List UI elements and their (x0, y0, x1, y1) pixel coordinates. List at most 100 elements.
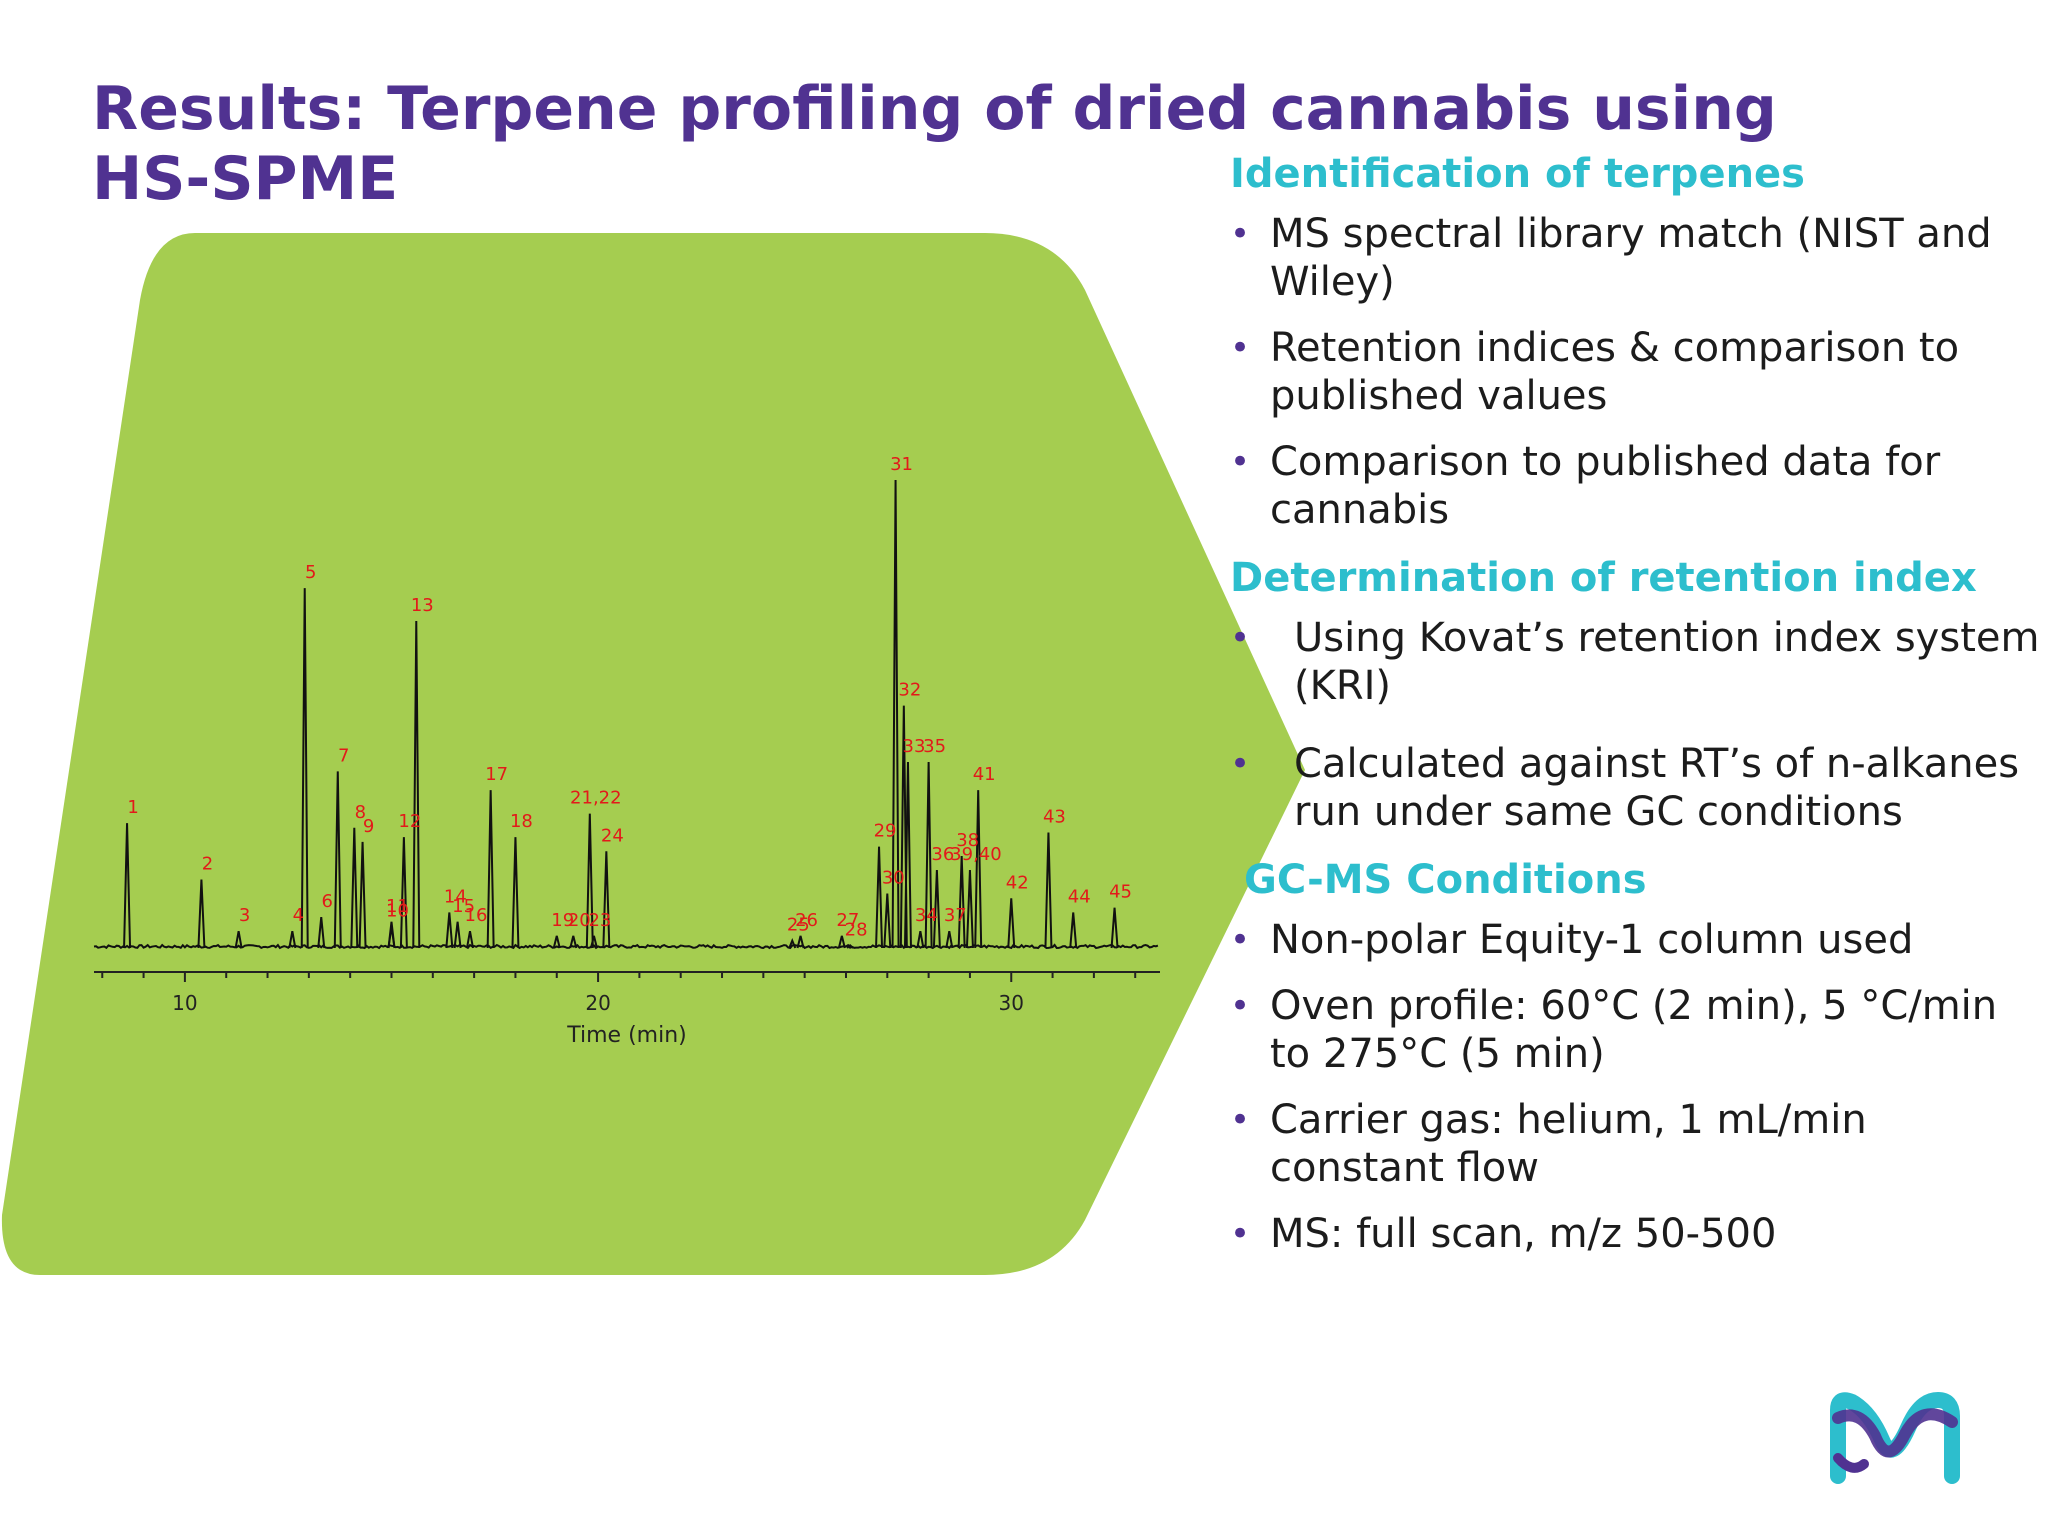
peak-label: 27 (836, 910, 859, 931)
peak-label: 29 (874, 821, 897, 842)
bullet-item: Calculated against RT’s of n-alkanes run… (1230, 740, 2040, 836)
peak-label: 20 (568, 910, 591, 931)
peak-label: 19 (551, 910, 574, 931)
peak-18 (511, 837, 520, 949)
peak-label: 24 (601, 825, 624, 846)
chromatogram-trace (93, 943, 1159, 950)
peak-12 (399, 837, 408, 949)
peak-8 (350, 827, 359, 949)
peak-label: 9 (363, 816, 374, 837)
peak-42 (1007, 898, 1016, 949)
peak-label: 17 (485, 764, 508, 785)
peak-label: 45 (1109, 882, 1132, 903)
bullet-item: Comparison to published data for cannabi… (1230, 438, 2040, 534)
peak-label: 4 (293, 905, 304, 926)
peak-label: 25 (787, 915, 810, 936)
peak-14 (445, 912, 454, 949)
peak-11 (387, 921, 396, 949)
peak-7 (333, 771, 342, 949)
peak-label: 1 (127, 797, 138, 818)
peak-label: 34 (915, 905, 938, 926)
peak-23 (589, 935, 598, 949)
peak-label: 43 (1043, 807, 1066, 828)
peak-20 (569, 935, 578, 949)
peak-label: 2 (202, 854, 213, 875)
m-logo-icon (1830, 1391, 1960, 1484)
peak-2 (197, 879, 206, 949)
peak-label: 26 (795, 910, 818, 931)
peak-label: 23 (588, 910, 611, 931)
peak-label: 28 (845, 919, 868, 940)
slide-title: Results: Terpene profiling of dried cann… (92, 74, 1777, 215)
peak-label: 15 (452, 896, 475, 917)
peak-41 (974, 790, 983, 949)
section-gc-ms-conditions: GC-MS Conditions Non-polar Equity-1 colu… (1230, 854, 2040, 1258)
peak-44 (1069, 912, 1078, 949)
peak-19 (552, 935, 561, 949)
peak-label: 6 (322, 891, 333, 912)
peak-label: 11 (386, 896, 409, 917)
bullet-list: Non-polar Equity-1 column used Oven prof… (1230, 916, 2040, 1258)
peak-label: 8 (355, 802, 366, 823)
peak-label: 5 (305, 562, 316, 583)
peak-label: 7 (338, 745, 349, 766)
peak-9 (358, 841, 367, 949)
x-tick-label: 30 (999, 991, 1024, 1015)
peak-5 (300, 588, 309, 949)
bullet-item: Oven profile: 60°C (2 min), 5 °C/min to … (1230, 982, 2040, 1078)
peak-label: 35 (923, 736, 946, 757)
peak-3 (234, 931, 243, 949)
bullet-item: Retention indices & comparison to publis… (1230, 324, 2040, 420)
peak-label: 42 (1006, 872, 1029, 893)
peak-label: 13 (411, 595, 434, 616)
peak-17 (486, 790, 495, 949)
peak-label: 3 (239, 905, 250, 926)
section-retention-index: Determination of retention index Using K… (1230, 552, 2040, 836)
peak-6 (317, 917, 326, 949)
peak-label: 41 (973, 764, 996, 785)
bullet-item: MS spectral library match (NIST and Wile… (1230, 210, 2040, 306)
peak-37 (945, 931, 954, 949)
peak-label: 10 (386, 901, 409, 922)
peak-39-40 (965, 870, 974, 949)
peak-43 (1044, 832, 1053, 949)
x-axis-ticks: 10 20 30 (101, 972, 1137, 1015)
peak-label: 12 (398, 811, 421, 832)
section-heading: Determination of retention index (1230, 555, 1977, 601)
peak-34 (916, 931, 925, 949)
x-tick-label: 10 (172, 991, 197, 1015)
peak-label: 18 (510, 811, 533, 832)
peak-label: 33 (903, 736, 926, 757)
peak-30 (883, 893, 892, 949)
peak-31 (891, 479, 900, 949)
bullet-item: MS: full scan, m/z 50-500 (1230, 1210, 2040, 1258)
peak-16 (466, 931, 474, 949)
peak-label: 39,40 (950, 844, 1002, 865)
peak-1 (123, 823, 132, 949)
peak-15 (453, 921, 462, 949)
peak-27 (837, 935, 846, 949)
peak-35 (924, 761, 933, 949)
chromatogram-peaks (123, 479, 1119, 949)
peak-13 (412, 620, 421, 949)
peak-label: 21,22 (570, 788, 622, 809)
peak-label: 31 (890, 454, 913, 475)
peak-38 (957, 855, 966, 949)
peak-25 (788, 937, 797, 949)
peak-36 (932, 870, 941, 949)
peak-45 (1110, 907, 1119, 949)
bullet-list: Using Kovat’s retention index system (KR… (1230, 614, 2040, 836)
x-axis-title: Time (min) (566, 1023, 687, 1048)
section-identification: Identification of terpenes MS spectral l… (1230, 148, 2040, 534)
peak-label: 44 (1068, 886, 1091, 907)
peak-label: 32 (898, 680, 921, 701)
x-tick-label: 20 (585, 991, 610, 1015)
right-panel: Identification of terpenes MS spectral l… (1230, 148, 2040, 1276)
peak-24 (602, 851, 611, 949)
peak-26 (796, 935, 805, 949)
bullet-list: MS spectral library match (NIST and Wile… (1230, 210, 2040, 534)
peak-33 (903, 761, 912, 949)
peak-29 (875, 846, 884, 949)
peak-label: 37 (944, 905, 967, 926)
